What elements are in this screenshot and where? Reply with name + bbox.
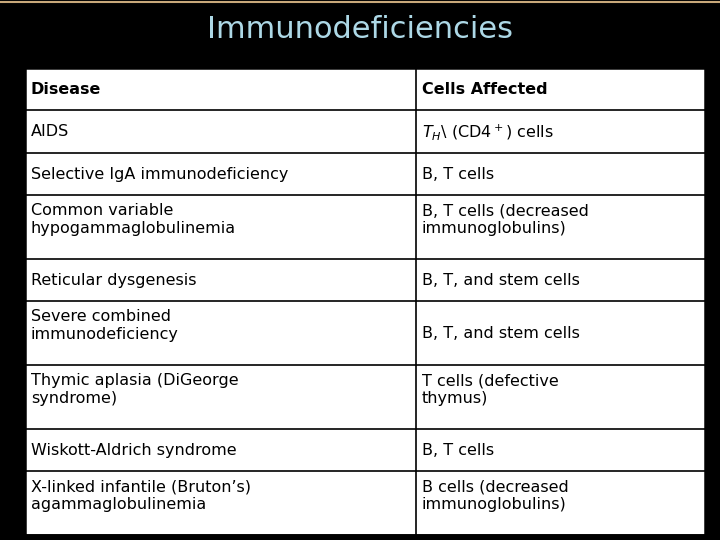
Text: B, T, and stem cells: B, T, and stem cells xyxy=(422,326,580,341)
Text: Common variable
hypogammaglobulinemia: Common variable hypogammaglobulinemia xyxy=(31,204,236,236)
Text: Cells Affected: Cells Affected xyxy=(422,82,548,97)
Text: B, T, and stem cells: B, T, and stem cells xyxy=(422,273,580,288)
Text: B cells (decreased
immunoglobulins): B cells (decreased immunoglobulins) xyxy=(422,480,569,512)
Text: Reticular dysgenesis: Reticular dysgenesis xyxy=(31,273,197,288)
Bar xyxy=(25,68,705,535)
Text: B, T cells: B, T cells xyxy=(422,443,494,457)
Text: T cells (defective
thymus): T cells (defective thymus) xyxy=(422,373,559,406)
Text: Disease: Disease xyxy=(31,82,102,97)
Text: Severe combined
immunodeficiency: Severe combined immunodeficiency xyxy=(31,309,179,342)
Text: $T_H$\ (CD4$^+$) cells: $T_H$\ (CD4$^+$) cells xyxy=(422,122,554,141)
Text: AIDS: AIDS xyxy=(31,124,69,139)
Text: B, T cells: B, T cells xyxy=(422,167,494,181)
Text: Selective IgA immunodeficiency: Selective IgA immunodeficiency xyxy=(31,167,289,181)
Text: Wiskott-Aldrich syndrome: Wiskott-Aldrich syndrome xyxy=(31,443,237,457)
Text: Thymic aplasia (DiGeorge
syndrome): Thymic aplasia (DiGeorge syndrome) xyxy=(31,373,238,406)
Text: X-linked infantile (Bruton’s)
agammaglobulinemia: X-linked infantile (Bruton’s) agammaglob… xyxy=(31,480,251,512)
Text: B, T cells (decreased
immunoglobulins): B, T cells (decreased immunoglobulins) xyxy=(422,204,589,236)
Text: Immunodeficiencies: Immunodeficiencies xyxy=(207,15,513,44)
